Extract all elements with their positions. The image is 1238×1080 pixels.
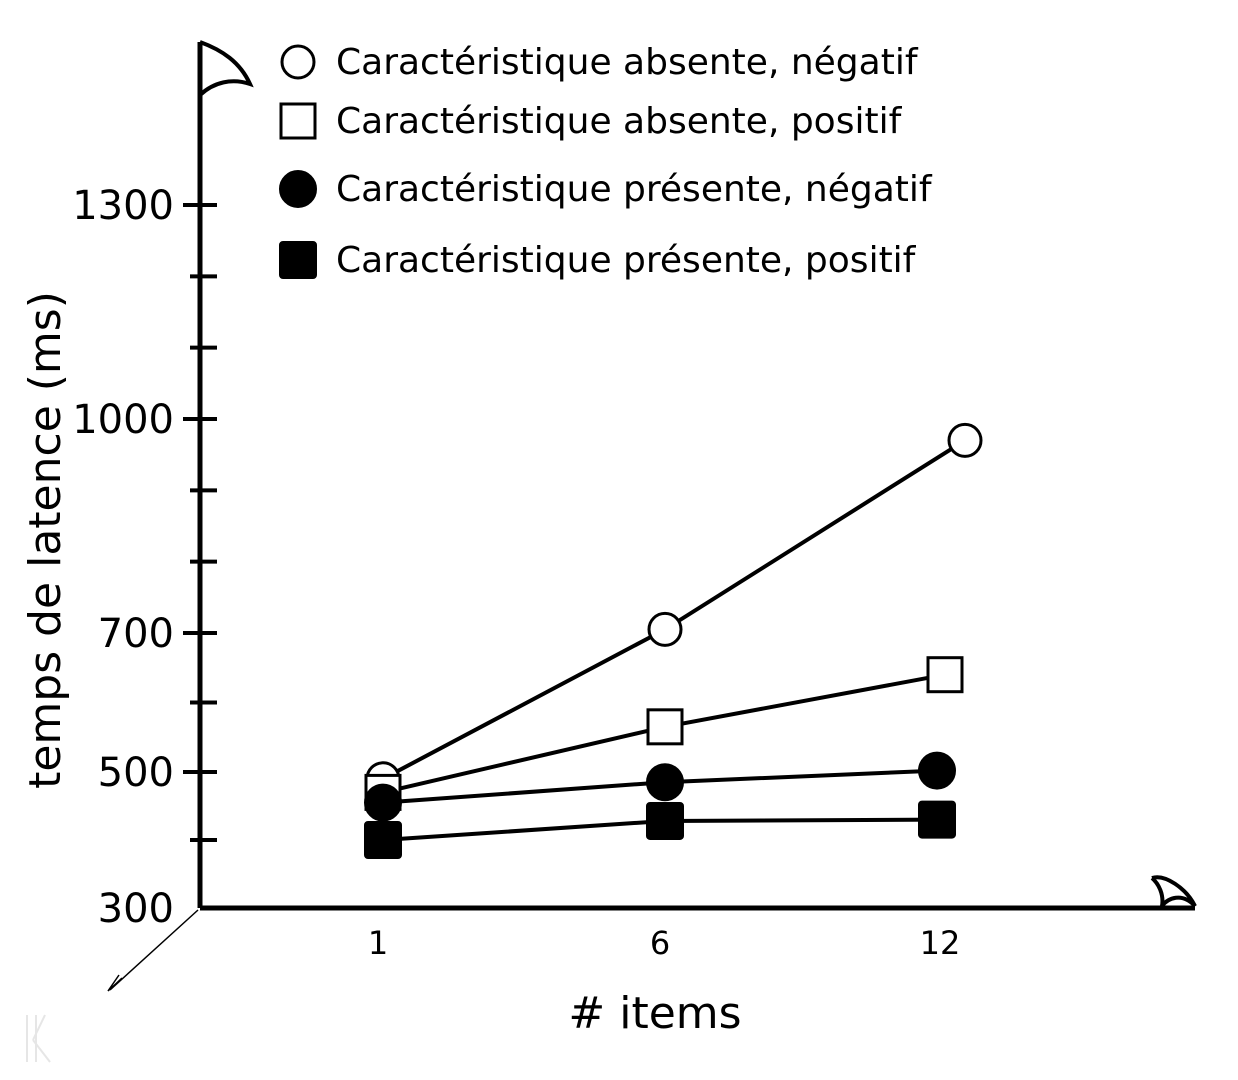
- x-axis-break-icon: [1150, 875, 1197, 908]
- data-point-circle-open-marker: [647, 611, 683, 647]
- axes: [107, 40, 1197, 992]
- y-axis-break-icon: [198, 40, 254, 97]
- data-point-square-filled-marker: [364, 821, 402, 859]
- series-markers: [364, 422, 983, 859]
- y-axis-title: temps de latence (ms): [20, 291, 71, 789]
- legend-label: Caractéristique présente, positif: [336, 240, 917, 281]
- legend-square-open-icon: [279, 102, 317, 140]
- y-tick-label: 700: [98, 611, 174, 657]
- y-ticks: 300 500 700 1000 1300: [72, 183, 217, 932]
- data-point-circle-open-marker: [947, 422, 983, 458]
- legend-label: Caractéristique présente, négatif: [336, 169, 933, 210]
- data-point-square-filled-marker: [646, 801, 684, 840]
- legend-label: Caractéristique absente, positif: [336, 101, 903, 142]
- depth-axis-line: [109, 909, 199, 991]
- legend-circle-open-icon: [280, 44, 316, 80]
- legend-square-filled-icon: [279, 241, 317, 279]
- y-tick-label: 1000: [72, 397, 174, 443]
- legend: Caractéristique absente, négatif Caractér…: [279, 42, 933, 281]
- depth-axis-arrow-icon: [107, 974, 123, 992]
- y-tick-label: 300: [98, 886, 174, 932]
- x-ticks: 1 6 12: [368, 924, 961, 962]
- data-point-square-open-marker: [926, 656, 964, 694]
- data-point-circle-filled-marker: [646, 763, 684, 802]
- y-tick-label: 1300: [72, 183, 174, 229]
- x-tick-label: 6: [650, 924, 670, 962]
- x-tick-label: 1: [368, 924, 388, 962]
- data-point-circle-filled-marker: [364, 783, 402, 822]
- watermark-logo: [26, 1014, 51, 1063]
- x-tick-label: 12: [920, 924, 961, 962]
- data-point-square-filled-marker: [918, 800, 956, 839]
- data-point-square-open-marker: [646, 708, 684, 746]
- y-tick-label: 500: [98, 750, 174, 796]
- data-point-circle-filled-marker: [918, 751, 956, 790]
- x-axis-title: # items: [568, 988, 741, 1039]
- legend-circle-filled-icon: [279, 170, 317, 208]
- legend-label: Caractéristique absente, négatif: [336, 42, 919, 83]
